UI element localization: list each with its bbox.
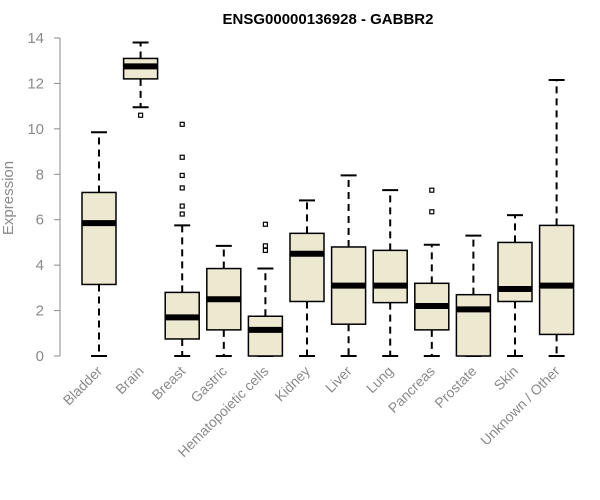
iqr-box [372, 249, 408, 304]
iqr-box [497, 241, 533, 303]
outlier-point [262, 247, 268, 253]
iqr-box [455, 293, 492, 357]
y-tick-label: 6 [36, 212, 44, 229]
outlier-point [179, 203, 185, 209]
y-tick-label: 4 [36, 257, 44, 274]
iqr-box [81, 191, 117, 286]
y-tick-label: 0 [36, 348, 44, 365]
box-liver [330, 174, 367, 357]
x-tick-label: Kidney [272, 363, 314, 405]
y-axis-label: Expression [0, 161, 17, 235]
x-tick-label: Liver [322, 363, 355, 396]
box-bladder [81, 131, 117, 357]
outlier-point [179, 172, 185, 179]
x-tick-label: Lung [363, 363, 396, 396]
y-tick-label: 8 [36, 166, 44, 183]
outlier-point [179, 211, 185, 217]
x-tick-label: Unknown / Other [477, 363, 563, 449]
x-tick-label: Breast [148, 363, 188, 403]
chart-title: ENSG00000136928 - GABBR2 [223, 11, 434, 28]
outlier-point [429, 187, 435, 193]
y-tick-label: 12 [27, 75, 44, 92]
outlier-point [179, 154, 185, 160]
iqr-box [538, 224, 575, 336]
outlier-point [179, 121, 185, 127]
box-series [81, 41, 575, 357]
box-lung [372, 189, 408, 357]
outlier-point [179, 185, 185, 191]
y-axis: 0 2 4 6 8 10 12 14 [27, 30, 61, 365]
x-tick-label: Bladder [60, 363, 106, 409]
box-gastric [206, 244, 242, 357]
iqr-box [289, 232, 325, 303]
y-tick-label: 2 [36, 303, 44, 320]
box-hematopoietic-cells [247, 221, 284, 357]
outlier-point [138, 112, 144, 118]
iqr-box [247, 315, 284, 357]
outlier-point [429, 209, 435, 215]
x-tick-label: Brain [112, 363, 146, 397]
y-tick-label: 14 [27, 30, 44, 47]
x-tick-label: Prostate [431, 363, 479, 411]
outlier-point [262, 221, 268, 227]
x-tick-label: Skin [491, 363, 522, 394]
box-prostate [455, 234, 492, 357]
box-brain [122, 41, 159, 118]
y-tick-label: 10 [27, 121, 44, 138]
box-kidney [289, 199, 325, 357]
box-skin [497, 214, 533, 357]
box-pancreas [414, 187, 450, 357]
box-unknown-other [538, 79, 575, 357]
outlier-point [262, 243, 268, 249]
box-breast [164, 121, 200, 357]
